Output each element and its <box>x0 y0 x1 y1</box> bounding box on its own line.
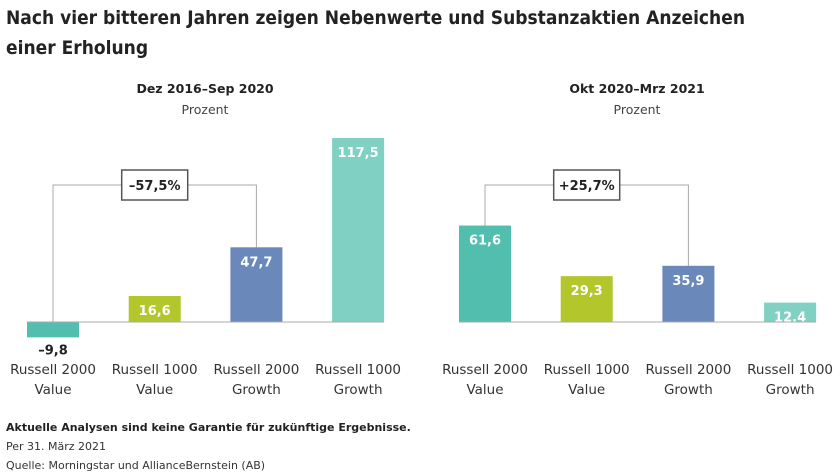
bar-value-label: –9,8 <box>38 343 68 358</box>
bar <box>27 322 79 338</box>
bar-value-label: 16,6 <box>139 304 171 319</box>
panel-1: Dez 2016–Sep 2020 Prozent –57,5% –9,8 Russel… <box>10 81 401 398</box>
bar-value-label: 29,3 <box>571 284 603 299</box>
bar-value-label: 12,4 <box>774 311 806 326</box>
category-label: Russell 2000 <box>213 362 299 378</box>
category-label: Value <box>34 382 71 398</box>
category-label: Russell 1000 <box>315 362 401 378</box>
bar <box>128 296 181 322</box>
panel-unit: Prozent <box>182 102 229 117</box>
category-label: Value <box>466 382 503 398</box>
bar-value-label: 47,7 <box>240 255 272 270</box>
bar-value-label: 61,6 <box>469 234 501 249</box>
bar <box>764 302 817 322</box>
bar <box>560 276 613 322</box>
category-label: Growth <box>664 382 713 398</box>
category-label: Value <box>136 382 173 398</box>
chart-title-line1: Nach vier bitteren Jahren zeigen Nebenwe… <box>6 7 745 29</box>
disclaimer: Aktuelle Analysen sind keine Garantie fü… <box>6 421 411 434</box>
annotation-label: –57,5% <box>129 179 181 194</box>
date-note: Per 31. März 2021 <box>6 440 106 453</box>
bar-value-label: 117,5 <box>338 146 379 161</box>
bar <box>459 225 511 322</box>
panel-unit: Prozent <box>614 102 661 117</box>
category-label: Growth <box>232 382 281 398</box>
category-label: Growth <box>766 382 815 398</box>
category-label: Russell 1000 <box>112 362 198 378</box>
bar-value-label: 35,9 <box>672 274 704 289</box>
category-label: Value <box>568 382 605 398</box>
category-label: Russell 2000 <box>442 362 528 378</box>
panel-title: Okt 2020–Mrz 2021 <box>569 81 704 96</box>
panel-title: Dez 2016–Sep 2020 <box>136 81 273 96</box>
bar <box>230 247 283 322</box>
category-label: Russell 1000 <box>544 362 630 378</box>
category-label: Growth <box>334 382 383 398</box>
category-label: Russell 2000 <box>10 362 96 378</box>
category-label: Russell 2000 <box>645 362 731 378</box>
panel-2: Okt 2020–Mrz 2021 Prozent +25,7% 61,6 Russel… <box>442 81 833 398</box>
chart-title-line2: einer Erholung <box>6 37 148 59</box>
annotation-box <box>120 169 189 201</box>
annotation-box <box>552 169 621 201</box>
bar <box>332 137 385 322</box>
category-label: Russell 1000 <box>747 362 833 378</box>
annotation-label: +25,7% <box>559 179 615 194</box>
source-note: Quelle: Morningstar und AllianceBernstei… <box>6 459 265 472</box>
bar <box>662 265 715 322</box>
